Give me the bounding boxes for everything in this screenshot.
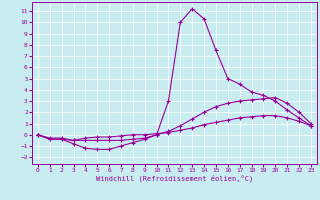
- X-axis label: Windchill (Refroidissement éolien,°C): Windchill (Refroidissement éolien,°C): [96, 175, 253, 182]
